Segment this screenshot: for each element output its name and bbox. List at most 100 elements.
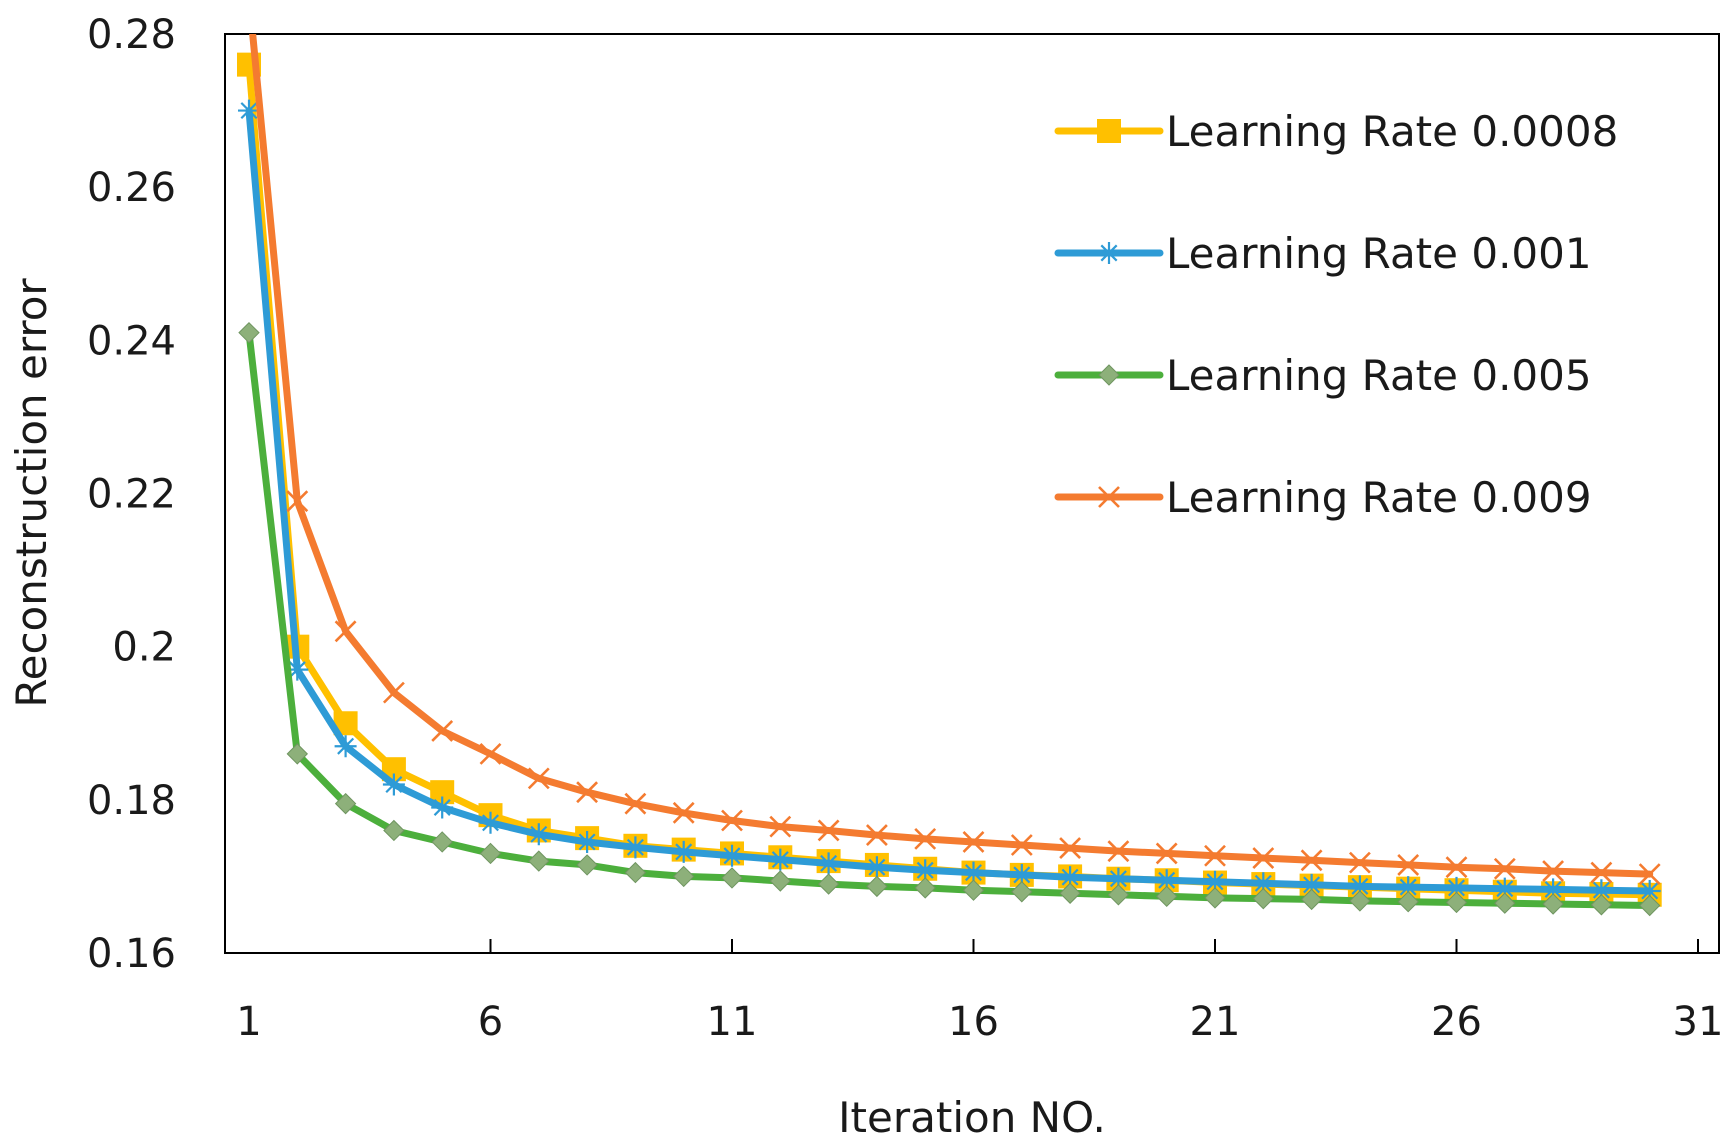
data-point xyxy=(431,831,453,853)
data-point xyxy=(865,824,888,846)
data-point xyxy=(1397,854,1420,876)
data-point xyxy=(769,848,792,871)
data-point xyxy=(1445,856,1468,879)
data-point xyxy=(383,819,405,842)
data-point xyxy=(334,735,357,758)
data-point xyxy=(672,865,695,888)
data-point xyxy=(1445,891,1468,914)
data-point xyxy=(1638,863,1661,886)
legend-marker xyxy=(1097,119,1121,143)
data-point xyxy=(721,867,743,889)
data-point xyxy=(1397,890,1419,913)
data-point xyxy=(914,877,936,899)
data-point xyxy=(817,873,840,895)
data-point xyxy=(1204,844,1226,867)
data-point xyxy=(1011,881,1033,903)
data-point xyxy=(962,879,985,901)
data-point xyxy=(1059,837,1082,860)
legend-marker xyxy=(1098,486,1120,508)
series-line xyxy=(249,34,1654,878)
y-tick-label: 0.16 xyxy=(87,931,176,977)
legend-label: Learning Rate 0.001 xyxy=(1166,229,1592,278)
y-tick-label: 0.26 xyxy=(87,165,176,211)
data-point xyxy=(962,831,985,853)
data-point xyxy=(286,743,309,765)
x-tick-label: 26 xyxy=(1431,999,1482,1045)
data-point xyxy=(527,823,550,846)
x-axis-title: Iteration NO. xyxy=(838,1093,1106,1142)
data-point xyxy=(286,490,309,513)
legend-label: Learning Rate 0.009 xyxy=(1166,473,1592,522)
data-point xyxy=(866,875,888,898)
data-point xyxy=(1638,879,1661,902)
data-point xyxy=(1300,849,1323,872)
series-3 xyxy=(238,321,1661,917)
y-tick-label: 0.24 xyxy=(87,318,176,364)
y-tick-label: 0.28 xyxy=(87,12,176,58)
data-point xyxy=(1542,878,1565,901)
x-tick-label: 6 xyxy=(478,999,503,1045)
data-point xyxy=(334,620,357,643)
legend-item: Learning Rate 0.009 xyxy=(1054,473,1592,522)
data-point xyxy=(286,658,309,681)
data-point xyxy=(1397,876,1420,899)
data-point xyxy=(1348,875,1371,898)
data-point xyxy=(1542,893,1564,915)
data-point xyxy=(1590,894,1613,916)
data-point xyxy=(479,842,502,865)
data-point xyxy=(527,767,550,790)
data-point xyxy=(1204,887,1226,909)
legend-item: Learning Rate 0.001 xyxy=(1054,229,1592,278)
data-point xyxy=(238,99,260,122)
data-point xyxy=(1493,857,1516,880)
data-point xyxy=(576,830,599,853)
data-point xyxy=(431,719,454,742)
data-point xyxy=(962,861,985,884)
legend-marker xyxy=(1098,364,1120,386)
data-point xyxy=(1590,879,1613,902)
x-tick-label: 11 xyxy=(707,999,758,1045)
data-point xyxy=(1348,851,1371,874)
data-point xyxy=(672,801,695,824)
data-point xyxy=(382,681,405,704)
data-point xyxy=(769,870,792,892)
data-point xyxy=(721,809,743,832)
data-point xyxy=(1107,884,1130,906)
data-point xyxy=(1155,869,1178,892)
data-point xyxy=(382,773,405,796)
data-point xyxy=(914,827,937,850)
series-2 xyxy=(238,99,1661,902)
y-tick-label: 0.22 xyxy=(87,472,176,518)
data-point xyxy=(1590,861,1613,884)
data-point xyxy=(334,792,357,815)
data-point xyxy=(624,861,647,884)
legend-label: Learning Rate 0.005 xyxy=(1166,351,1592,400)
data-point xyxy=(1107,840,1130,863)
y-axis-labels: 0.16 0.18 0.2 0.22 0.24 0.26 0.28 xyxy=(87,12,176,977)
data-point xyxy=(1204,870,1226,893)
data-point xyxy=(1493,877,1516,900)
data-point xyxy=(1638,894,1661,917)
data-point xyxy=(1010,863,1033,886)
x-tick-label: 31 xyxy=(1673,999,1724,1045)
data-point xyxy=(1059,866,1082,889)
y-axis-title: Reconstruction error xyxy=(7,278,56,708)
legend: Learning Rate 0.0008 Learning Rate 0.001 L… xyxy=(1054,107,1618,522)
data-point xyxy=(1059,882,1081,904)
data-point xyxy=(576,854,598,876)
plot-area xyxy=(224,33,1720,954)
data-point xyxy=(239,0,259,6)
series-4 xyxy=(239,0,1661,886)
data-point xyxy=(528,850,550,872)
data-point xyxy=(479,742,502,765)
data-point xyxy=(1542,860,1565,882)
data-point xyxy=(914,859,937,882)
x-tick-label: 16 xyxy=(948,999,999,1045)
x-tick-label: 1 xyxy=(236,999,261,1045)
data-point xyxy=(865,856,888,879)
data-point xyxy=(672,840,695,863)
data-point xyxy=(817,819,840,842)
data-point xyxy=(624,792,647,815)
data-point xyxy=(624,836,647,859)
